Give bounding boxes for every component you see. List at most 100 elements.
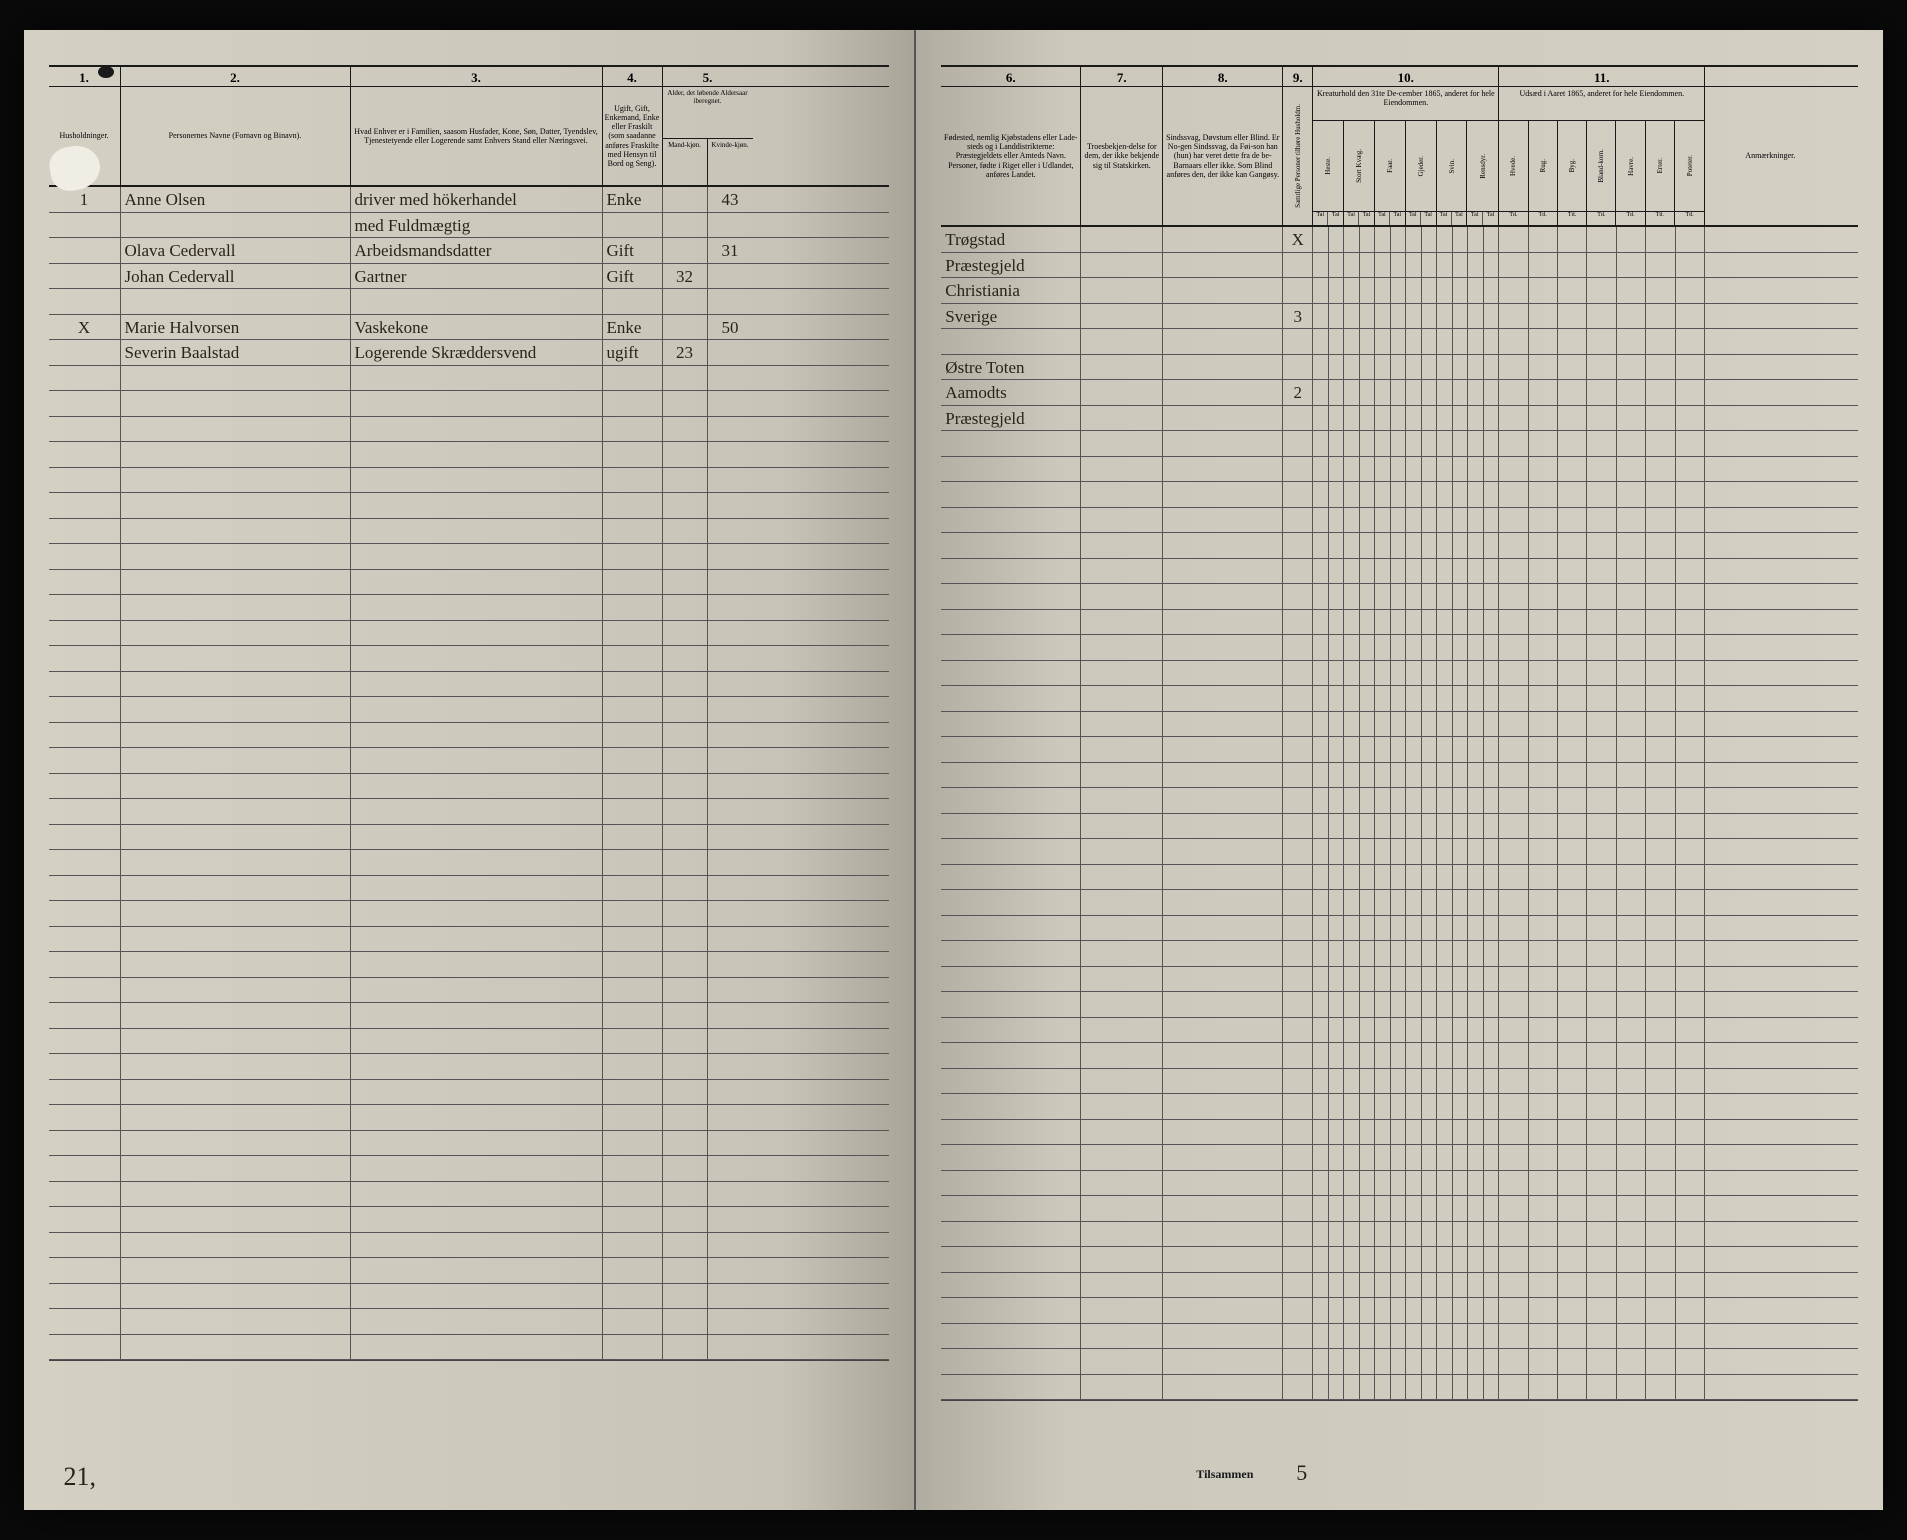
cell-seed <box>1558 1171 1587 1196</box>
cell-birthplace <box>941 712 1081 737</box>
cell-livestock <box>1313 1196 1329 1221</box>
cell-seed <box>1529 1273 1558 1298</box>
cell-civil <box>603 1233 663 1258</box>
table-row <box>49 901 890 927</box>
cell-livestock <box>1375 380 1391 405</box>
sub-civil: Ugift, Gift, Enkemand, Enke eller Fraski… <box>603 87 663 185</box>
cell-seed <box>1558 1222 1587 1247</box>
cell-disability <box>1163 1222 1283 1247</box>
cell-name <box>121 468 351 493</box>
cell-name: Johan Cedervall <box>121 264 351 289</box>
cell-status <box>351 901 603 926</box>
cell-seed <box>1499 1247 1528 1272</box>
table-row <box>49 1131 890 1157</box>
cell-hh <box>49 1003 121 1028</box>
punch-hole <box>98 66 114 78</box>
cell-livestock <box>1406 1018 1422 1043</box>
livestock-title: Kreaturhold den 31te De-cember 1865, and… <box>1313 87 1498 121</box>
cell-civil <box>603 621 663 646</box>
cell-livestock-group <box>1313 508 1499 533</box>
cell-birthplace: Sverige <box>941 304 1081 329</box>
table-row: Christiania <box>941 278 1858 304</box>
cell-livestock <box>1406 533 1422 558</box>
cell-seed-group <box>1499 406 1705 431</box>
cell-livestock-group <box>1313 278 1499 303</box>
cell-seed <box>1617 559 1646 584</box>
cell-seed <box>1558 686 1587 711</box>
cell-seed <box>1529 839 1558 864</box>
cell-livestock <box>1468 1094 1484 1119</box>
cell-hh <box>49 493 121 518</box>
cell-livestock-group <box>1313 584 1499 609</box>
cell-seed <box>1676 1145 1705 1170</box>
cell-seed <box>1587 1273 1616 1298</box>
cell-livestock <box>1344 967 1360 992</box>
cell-seed <box>1558 304 1587 329</box>
cell-livestock <box>1468 584 1484 609</box>
cell-livestock <box>1375 712 1391 737</box>
cell-livestock <box>1406 482 1422 507</box>
cell-livestock <box>1375 431 1391 456</box>
cell-seed <box>1646 380 1675 405</box>
cell-seed <box>1646 1375 1675 1400</box>
cell-religion <box>1081 584 1163 609</box>
cell-livestock <box>1406 1375 1422 1400</box>
cell-age-m <box>663 748 708 773</box>
cell-livestock <box>1406 941 1422 966</box>
cell-seed <box>1499 1094 1528 1119</box>
cell-livestock <box>1313 661 1329 686</box>
cell-seed-group <box>1499 1349 1705 1374</box>
cell-civil <box>603 850 663 875</box>
cell-livestock <box>1375 610 1391 635</box>
cell-livestock <box>1375 457 1391 482</box>
cell-seed <box>1646 1069 1675 1094</box>
cell-seed <box>1529 1171 1558 1196</box>
cell-age-m <box>663 850 708 875</box>
cell-seed <box>1558 916 1587 941</box>
cell-livestock <box>1313 329 1329 354</box>
cell-livestock <box>1313 788 1329 813</box>
cell-remarks <box>1705 967 1835 992</box>
cell-birthplace <box>941 457 1081 482</box>
cell-seed <box>1558 839 1587 864</box>
cell-civil <box>603 876 663 901</box>
cell-hh <box>49 289 121 314</box>
cell-hh <box>49 1207 121 1232</box>
cell-seed <box>1617 1324 1646 1349</box>
cell-seed <box>1646 1196 1675 1221</box>
cell-birthplace: Præstegjeld <box>941 406 1081 431</box>
cell-seed <box>1587 406 1616 431</box>
table-row <box>49 468 890 494</box>
cell-seed <box>1676 839 1705 864</box>
cell-seed <box>1617 941 1646 966</box>
cell-age-f <box>708 570 753 595</box>
cell-livestock <box>1313 992 1329 1017</box>
cell-livestock <box>1313 865 1329 890</box>
cell-seed-group <box>1499 1298 1705 1323</box>
cell-seed <box>1499 1349 1528 1374</box>
cell-age-m <box>663 1233 708 1258</box>
cell-civil: Gift <box>603 238 663 263</box>
cell-seed <box>1646 788 1675 813</box>
cell-livestock <box>1468 865 1484 890</box>
cell-livestock <box>1406 380 1422 405</box>
cell-seed <box>1499 1196 1528 1221</box>
cell-remarks <box>1705 1273 1835 1298</box>
cell-seed <box>1558 482 1587 507</box>
cell-seed <box>1676 227 1705 252</box>
cell-religion <box>1081 1120 1163 1145</box>
cell-civil <box>603 697 663 722</box>
cell-disability <box>1163 992 1283 1017</box>
cell-livestock <box>1437 712 1453 737</box>
cell-remarks <box>1705 227 1835 252</box>
cell-persons <box>1283 1043 1313 1068</box>
cell-seed <box>1676 584 1705 609</box>
cell-seed <box>1676 253 1705 278</box>
cell-seed <box>1617 482 1646 507</box>
cell-livestock <box>1437 661 1453 686</box>
sub-age: Alder, det løbende Aldersaar iberegnet. … <box>663 87 753 185</box>
cell-seed <box>1617 1094 1646 1119</box>
cell-seed <box>1676 1094 1705 1119</box>
cell-livestock <box>1468 1018 1484 1043</box>
cell-civil <box>603 417 663 442</box>
